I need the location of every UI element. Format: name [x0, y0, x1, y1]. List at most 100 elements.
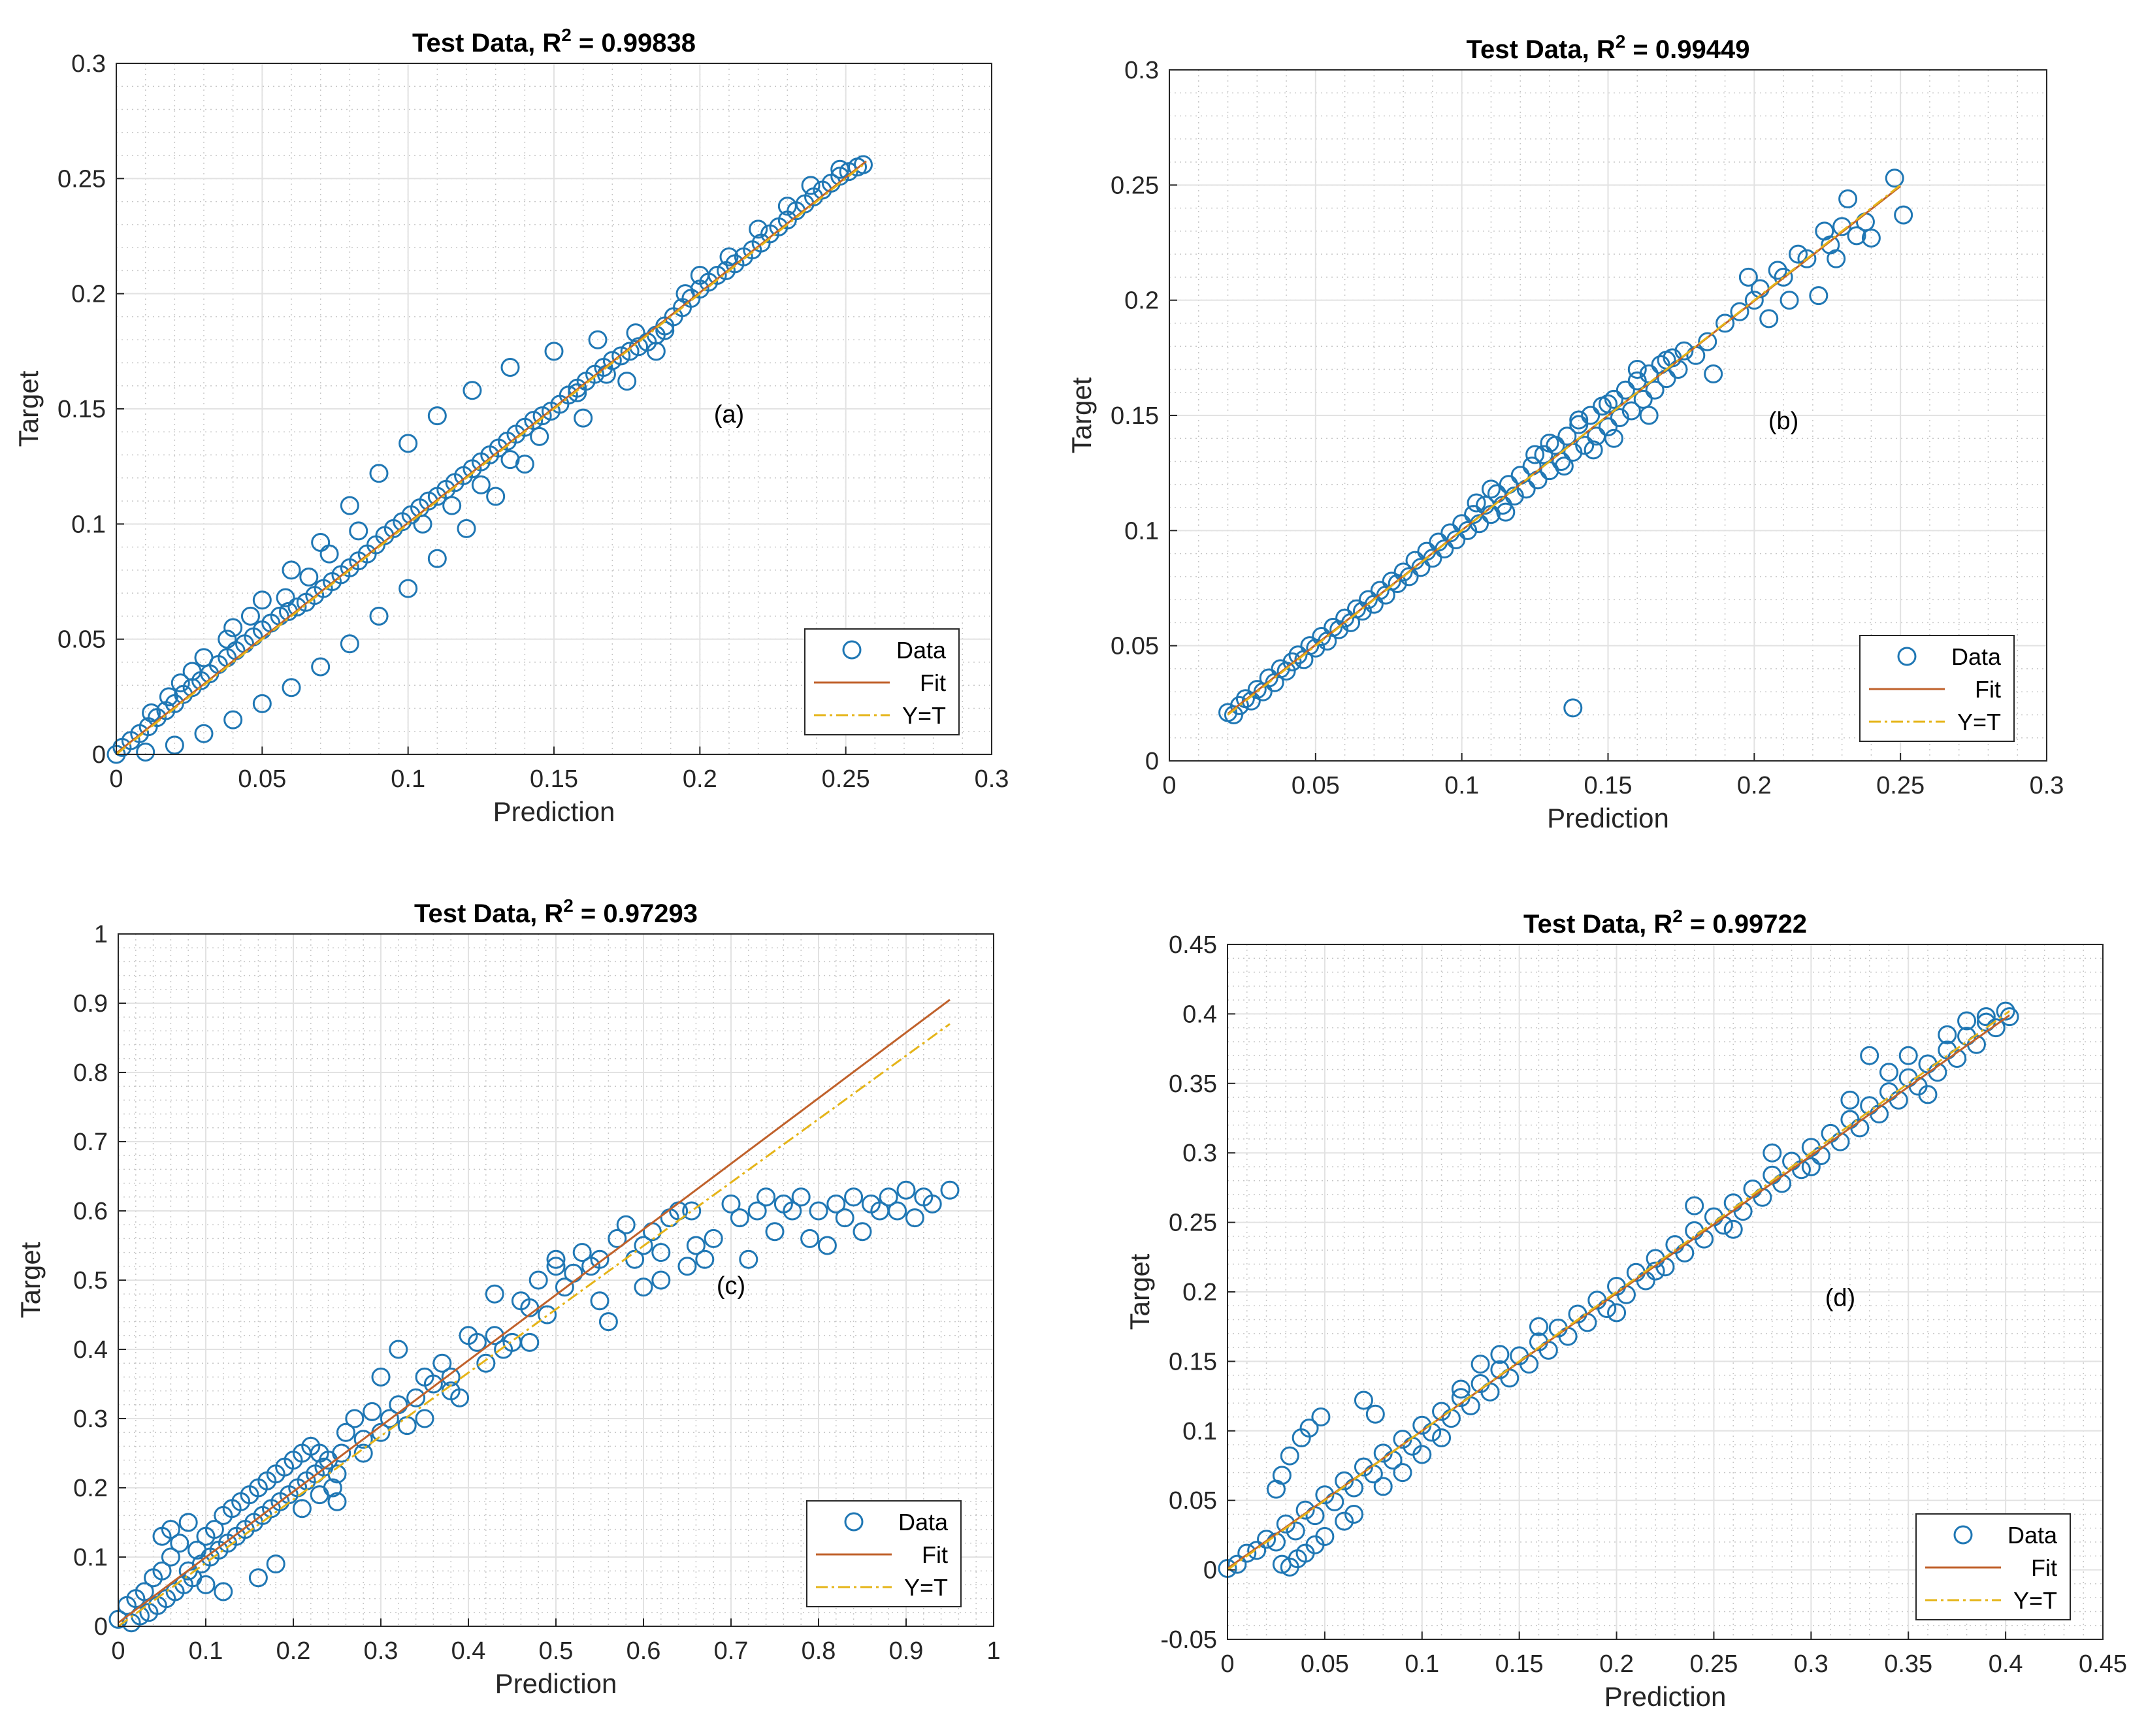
- chart-b-x-tick-label: 0: [1162, 772, 1176, 799]
- chart-a-data-point: [171, 673, 190, 693]
- chart-d-data-point: [1354, 1390, 1373, 1410]
- chart-b-data-point: [1525, 445, 1545, 464]
- chart-a-data-point: [830, 159, 850, 179]
- chart-c-y-tick-label: 0.6: [73, 1198, 108, 1225]
- chart-c-data-point: [363, 1402, 382, 1421]
- chart-c-x-tick-label: 0.5: [539, 1637, 574, 1665]
- chart-b-data-point: [1809, 286, 1829, 306]
- chart-c-data-point: [467, 1332, 487, 1352]
- chart-c-data-point: [292, 1499, 312, 1519]
- chart-d-x-tick-label: 0.3: [1794, 1650, 1829, 1678]
- chart-c-y-tick-label: 0.4: [73, 1336, 108, 1364]
- chart-d-data-point: [1272, 1466, 1292, 1485]
- chart-b-data-point: [1481, 479, 1501, 499]
- chart-d-data-point: [1315, 1527, 1335, 1547]
- chart-c-data-point: [853, 1222, 872, 1242]
- chart-b-x-axis-label: Prediction: [1547, 803, 1669, 833]
- chart-b-data-point: [1288, 645, 1308, 665]
- chart-b-data-point: [1581, 406, 1601, 425]
- chart-b-data-point: [1861, 228, 1881, 248]
- chart-a-legend-label: Fit: [920, 669, 946, 696]
- chart-a-data-point: [282, 560, 301, 580]
- chart-b-data-point: [1496, 502, 1516, 522]
- chart-d-x-axis-label: Prediction: [1604, 1681, 1727, 1712]
- chart-c-y-tick-label: 0.8: [73, 1059, 108, 1087]
- chart-d-panel-label: (d): [1825, 1284, 1855, 1311]
- chart-c-data-point: [896, 1180, 916, 1200]
- chart-b-data-point: [1224, 705, 1243, 724]
- chart-d-x-tick-label: 0.35: [1884, 1650, 1932, 1678]
- chart-b-title-superscript: 2: [1616, 31, 1626, 52]
- chart-b-data-point: [1645, 380, 1665, 400]
- chart-a-data-point: [223, 618, 243, 637]
- chart-b-data-point: [1557, 426, 1577, 446]
- chart-a-data-point: [287, 597, 307, 617]
- chart-a-data-point: [413, 514, 432, 534]
- chart-a-data-point: [159, 687, 178, 707]
- chart-b-data-point: [1674, 341, 1694, 361]
- chart-b-panel-label: (b): [1768, 408, 1798, 435]
- chart-b-data-point: [1759, 309, 1779, 329]
- chart-b-data-point: [1639, 406, 1659, 425]
- chart-a-y-tick-label: 0.1: [71, 511, 106, 538]
- chart-d-data-point: [1365, 1404, 1385, 1424]
- chart-d-data-point: [1276, 1514, 1295, 1534]
- chart-d-y-tick-label: 0.15: [1169, 1348, 1217, 1375]
- chart-b-y-tick-label: 0.3: [1124, 57, 1159, 84]
- chart-c-data-point: [905, 1208, 924, 1228]
- chart-a-y-tick-label: 0: [92, 741, 106, 769]
- chart-a-data-point: [182, 662, 202, 681]
- chart-a-data-point: [276, 588, 295, 607]
- chart-b-data-point: [1738, 267, 1758, 287]
- chart-b-x-tick-label: 0.25: [1876, 772, 1925, 799]
- chart-b-legend-label: Fit: [1975, 676, 2001, 703]
- chart-d-y-tick-label: 0.35: [1169, 1070, 1217, 1098]
- chart-c-data-point: [651, 1243, 671, 1262]
- chart-c-x-tick-label: 0.7: [714, 1637, 749, 1665]
- chart-c-title-prefix: Test Data, R: [414, 899, 563, 928]
- chart-c-data-point: [345, 1409, 365, 1428]
- chart-c-data-point: [204, 1520, 224, 1539]
- chart-c-data-point: [608, 1229, 627, 1248]
- chart-b-x-tick-label: 0.05: [1292, 772, 1340, 799]
- chart-a-data-point: [194, 724, 214, 743]
- chart-d-data-point: [1227, 1554, 1247, 1574]
- chart-c-data-point: [730, 1208, 749, 1228]
- chart-b-legend-label: Y=T: [1957, 709, 2001, 735]
- chart-c-panel-label: (c): [717, 1272, 745, 1300]
- chart-c-data-point: [327, 1464, 347, 1484]
- chart-a-x-tick-label: 0.2: [683, 765, 717, 793]
- chart-b-data-point: [1616, 380, 1635, 400]
- chart-d-y-tick-label: 0.2: [1182, 1279, 1217, 1306]
- chart-a-panel-label: (a): [714, 401, 744, 428]
- chart-c-y-tick-label: 0.3: [73, 1406, 108, 1433]
- chart-c-data-point: [634, 1278, 653, 1297]
- chart-a-data-point: [574, 408, 593, 428]
- chart-c-data-point: [695, 1249, 715, 1269]
- chart-c-data-point: [485, 1284, 504, 1304]
- chart-d-title-prefix: Test Data, R: [1523, 910, 1672, 939]
- chart-b-data-point: [1540, 433, 1559, 453]
- chart-c-x-tick-label: 0.8: [802, 1637, 836, 1665]
- chart-d-data-point: [1451, 1379, 1471, 1399]
- chart-c-data-point: [835, 1208, 854, 1228]
- chart-c-data-point: [214, 1582, 233, 1601]
- chart-b-data-point: [1584, 440, 1603, 460]
- chart-b-data-point: [1259, 668, 1278, 688]
- chart-b-y-tick-label: 0.2: [1124, 287, 1159, 315]
- panel-d: 0 0.05 0.1 0.15 0.2 0.25 0.3 0.35 0.4 0.45-0.0500…: [1124, 906, 2127, 1712]
- chart-c-data-point: [528, 1270, 548, 1290]
- chart-b-data-point: [1847, 226, 1866, 246]
- chart-d-x-tick-label: 0.45: [2079, 1650, 2127, 1678]
- chart-b-data-point: [1554, 457, 1574, 476]
- chart-c-data-point: [783, 1201, 802, 1221]
- chart-c-data-point: [161, 1520, 180, 1539]
- chart-c-data-point: [266, 1554, 285, 1574]
- chart-c-data-point: [721, 1194, 741, 1214]
- chart-d-yt-line: [1227, 1010, 2010, 1571]
- chart-d-data-point: [1393, 1463, 1412, 1483]
- chart-a-data-point: [463, 381, 482, 400]
- chart-c-fit-line: [118, 999, 951, 1624]
- chart-b-legend-label: Data: [1951, 643, 2002, 670]
